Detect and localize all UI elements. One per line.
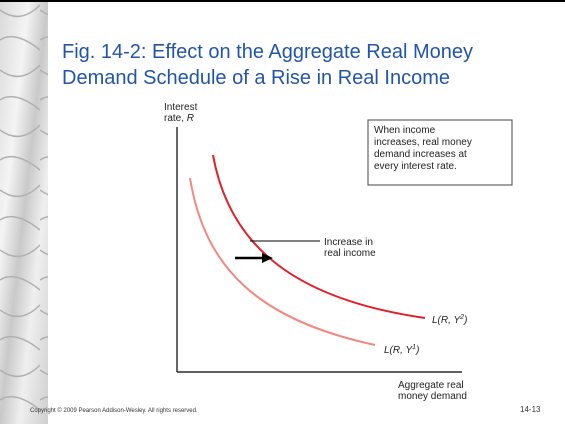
annotation-text: When income xyxy=(374,125,436,136)
annotation-text: increases, real money xyxy=(374,137,472,148)
arrow-label: Increase in xyxy=(324,237,373,248)
x-axis-label: money demand xyxy=(398,391,467,402)
copyright: Copyright © 2009 Pearson Addison-Wesley.… xyxy=(30,407,198,414)
marble-veins xyxy=(0,0,48,424)
title-line: Fig. 14-2: Effect on the Aggregate Real … xyxy=(62,41,473,63)
y-axis-label: rate, R xyxy=(164,113,194,124)
curve-label: L(R, Y1) xyxy=(384,344,419,356)
title-line: Demand Schedule of a Rise in Real Income xyxy=(62,67,450,89)
curve-label: L(R, Y2) xyxy=(432,314,467,326)
arrow-label: real income xyxy=(324,248,376,259)
shift-arrowhead xyxy=(262,253,273,263)
demand-curve-y1 xyxy=(189,177,376,346)
y-axis-label: Interest xyxy=(164,102,198,113)
annotation-box xyxy=(367,119,513,186)
demand-curve-y2 xyxy=(212,154,426,319)
x-axis-label: Aggregate real xyxy=(398,380,464,391)
annotation-text: every interest rate. xyxy=(374,161,457,172)
slide-number: 14-13 xyxy=(520,405,541,414)
annotation-text: demand increases at xyxy=(374,149,467,160)
